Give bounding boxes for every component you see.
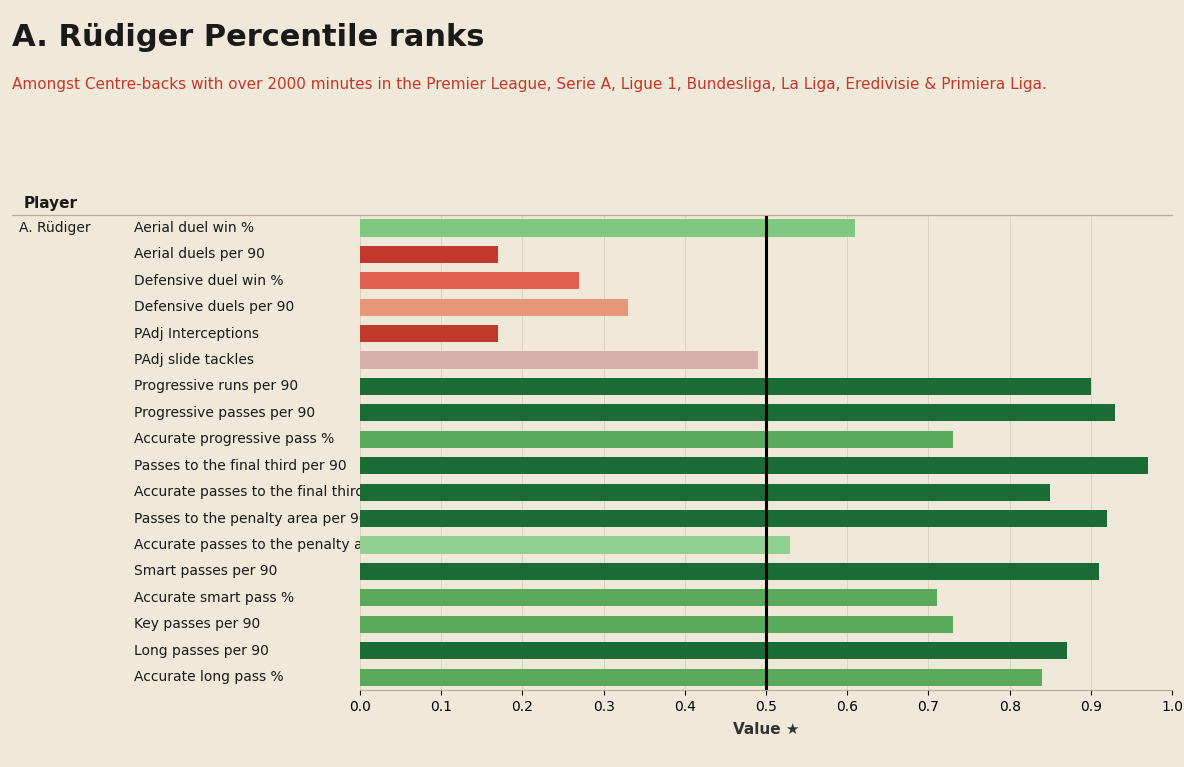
Text: A. Rüdiger Percentile ranks: A. Rüdiger Percentile ranks <box>12 23 484 52</box>
Bar <box>360 642 1067 660</box>
Bar <box>360 483 1050 501</box>
Text: Aerial duels per 90: Aerial duels per 90 <box>134 248 264 262</box>
Text: Accurate passes to the penalty area %: Accurate passes to the penalty area % <box>134 538 403 552</box>
Text: Amongst Centre-backs with over 2000 minutes in the Premier League, Serie A, Ligu: Amongst Centre-backs with over 2000 minu… <box>12 77 1047 92</box>
Text: Long passes per 90: Long passes per 90 <box>134 644 269 657</box>
Text: Defensive duels per 90: Defensive duels per 90 <box>134 300 294 314</box>
Text: PAdj Interceptions: PAdj Interceptions <box>134 327 258 341</box>
Text: Defensive duel win %: Defensive duel win % <box>134 274 283 288</box>
Text: Accurate progressive pass %: Accurate progressive pass % <box>134 433 334 446</box>
Bar <box>360 536 791 554</box>
Bar <box>360 378 1090 395</box>
Text: Passes to the penalty area per 90: Passes to the penalty area per 90 <box>134 512 367 525</box>
Text: Progressive runs per 90: Progressive runs per 90 <box>134 380 298 393</box>
Bar <box>360 351 758 369</box>
Text: A. Rüdiger: A. Rüdiger <box>19 221 90 235</box>
Bar <box>360 298 628 316</box>
Bar <box>360 669 1042 686</box>
Bar <box>360 219 855 236</box>
Text: Smart passes per 90: Smart passes per 90 <box>134 565 277 578</box>
Bar <box>360 616 953 633</box>
Bar <box>360 510 1107 527</box>
Bar <box>360 245 498 263</box>
Bar <box>360 589 937 607</box>
Text: Accurate long pass %: Accurate long pass % <box>134 670 283 684</box>
Text: Key passes per 90: Key passes per 90 <box>134 617 260 631</box>
Bar <box>360 404 1115 422</box>
Bar <box>360 325 498 342</box>
Bar <box>360 431 953 448</box>
Bar <box>360 563 1099 580</box>
Text: Accurate smart pass %: Accurate smart pass % <box>134 591 294 605</box>
Text: PAdj slide tackles: PAdj slide tackles <box>134 353 253 367</box>
Text: Accurate passes to the final third %: Accurate passes to the final third % <box>134 486 381 499</box>
Text: Player: Player <box>24 196 78 211</box>
Bar <box>360 272 579 289</box>
X-axis label: Value ★: Value ★ <box>733 723 799 737</box>
Text: Aerial duel win %: Aerial duel win % <box>134 221 253 235</box>
Text: Progressive passes per 90: Progressive passes per 90 <box>134 406 315 420</box>
Text: Passes to the final third per 90: Passes to the final third per 90 <box>134 459 346 472</box>
Bar <box>360 457 1147 474</box>
